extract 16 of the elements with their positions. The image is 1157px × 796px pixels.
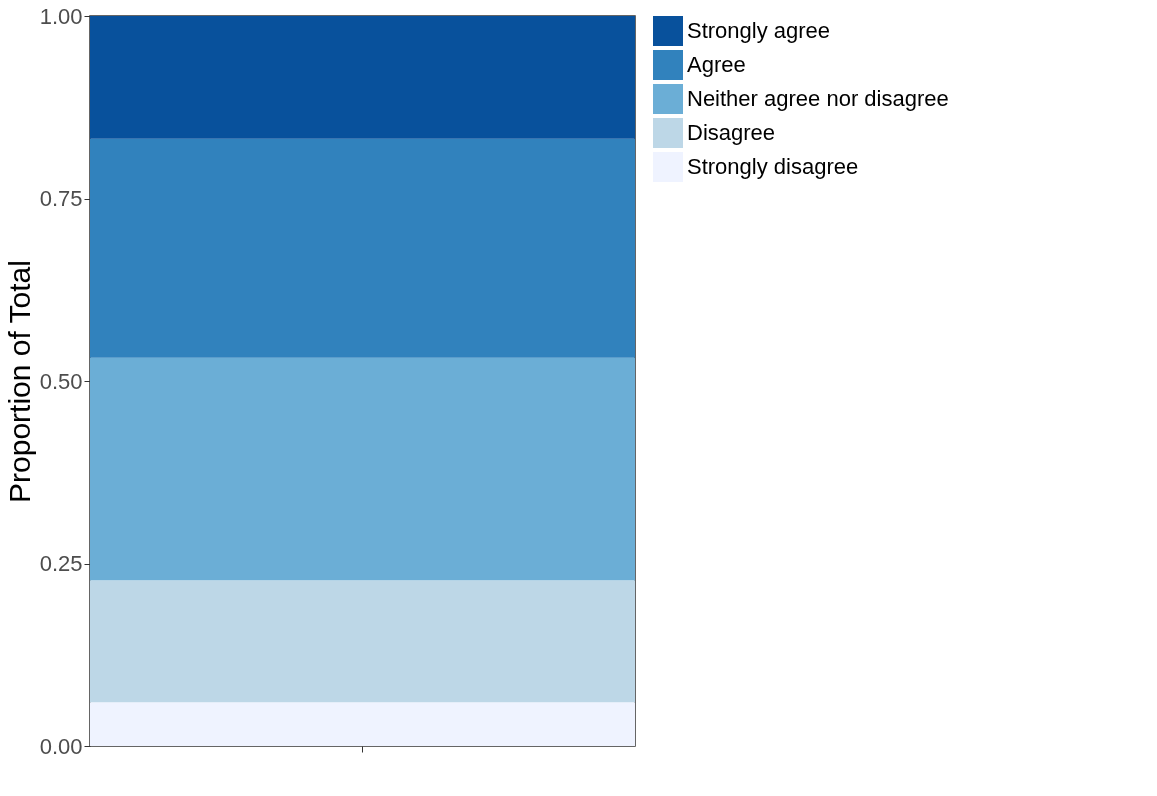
bar [90, 357, 635, 581]
legend-label: Agree [687, 52, 746, 77]
y-tick-label: 0.25 [39, 551, 83, 576]
bar [90, 16, 635, 139]
y-tick-label: 0.75 [39, 186, 83, 211]
y-tick-label: 0.00 [39, 733, 83, 759]
legend-label: Disagree [687, 120, 776, 145]
legend-label: Neither agree nor disagree [687, 86, 949, 111]
legend-label: Strongly agree [687, 18, 831, 43]
y-tick-label: 0.50 [39, 368, 83, 394]
bar [90, 702, 635, 746]
bar [90, 580, 635, 703]
legend-label: Strongly disagree [687, 154, 859, 179]
bar [90, 138, 635, 358]
y-axis-title: Proportion of Total [2, 260, 36, 503]
y-tick-label: 1.00 [39, 3, 83, 29]
